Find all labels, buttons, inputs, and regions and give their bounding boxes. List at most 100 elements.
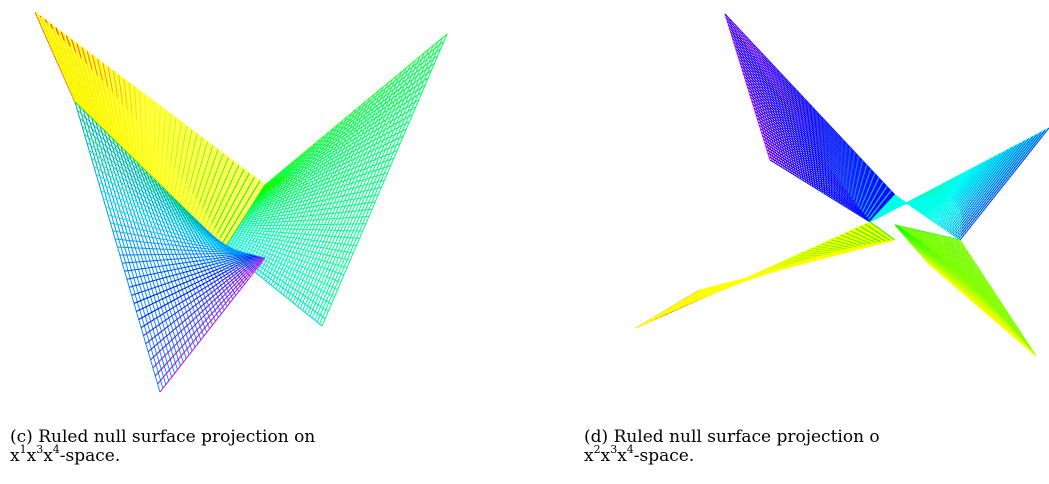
- caption-label: (c): [10, 427, 33, 447]
- ruling-line: [70, 91, 230, 242]
- caption-text: Ruled null surface projection o: [613, 427, 880, 447]
- ruling-line: [949, 142, 1021, 234]
- ruling-line: [243, 186, 382, 219]
- ruling-line: [764, 142, 874, 220]
- ruling-line: [314, 45, 434, 321]
- ruling-line: [57, 62, 243, 222]
- ruling-line: [236, 228, 360, 239]
- ruling-line: [58, 64, 242, 223]
- ruling-line: [943, 151, 1005, 230]
- surface-sheet-right: [869, 127, 1049, 241]
- ruling-line: [64, 79, 236, 233]
- ruling-line: [285, 90, 380, 297]
- ruling-line: [280, 97, 371, 294]
- ruling-line: [232, 234, 348, 269]
- ruling-line: [855, 228, 884, 244]
- ruling-line: [864, 223, 892, 242]
- ruling-line: [941, 153, 1001, 229]
- ruling-line: [216, 239, 260, 266]
- ruling-line: [940, 155, 997, 228]
- ruling-line: [894, 194, 961, 241]
- ruling-line: [850, 230, 879, 245]
- surface-sheet-upper: [724, 13, 896, 223]
- ruling-line: [294, 75, 398, 305]
- ruling-line: [864, 186, 888, 220]
- ruling-line: [763, 138, 874, 219]
- surface-sheet-lower-right: [894, 224, 1037, 357]
- ruling-line: [61, 72, 239, 229]
- ruling-line: [953, 136, 1034, 237]
- ruling-line: [867, 190, 892, 221]
- ruling-line: [319, 37, 443, 325]
- figure-caption-d: (d) Ruled null surface projection o x2x3…: [584, 428, 1049, 466]
- ruling-line: [56, 60, 244, 220]
- ruling-line: [244, 179, 385, 217]
- ruling-line: [947, 144, 1017, 233]
- ruling-line: [959, 239, 1037, 357]
- ruling-line: [290, 82, 389, 301]
- ruling-line: [68, 87, 232, 239]
- ruling-line: [275, 105, 362, 290]
- ruling-line: [145, 255, 259, 345]
- ruling-line: [840, 234, 871, 247]
- ruling-line: [958, 129, 1046, 240]
- caption-text: Ruled null surface projection on: [38, 427, 316, 447]
- ruling-line: [944, 149, 1009, 231]
- ruling-line: [200, 157, 229, 225]
- ruling-line: [73, 99, 227, 247]
- ruling-line: [239, 216, 369, 225]
- ruling-line: [229, 239, 338, 290]
- figure-caption-c: (c) Ruled null surface projection on x1x…: [10, 428, 460, 466]
- ruling-line: [869, 221, 896, 241]
- ruling-line: [55, 58, 245, 219]
- ruling-line: [859, 225, 888, 243]
- ruling-line: [207, 165, 240, 232]
- ruling-line: [862, 181, 884, 218]
- ruling-line: [217, 176, 255, 242]
- ruling-line: [952, 238, 1025, 347]
- ruling-line: [71, 95, 229, 245]
- ruling-line: [699, 239, 896, 291]
- ruling-line: [935, 161, 985, 224]
- caption-label: (d): [584, 427, 609, 447]
- ruling-line: [934, 164, 981, 223]
- ruling-line: [277, 101, 366, 292]
- ruling-line: [241, 201, 376, 222]
- ruling-line: [242, 194, 379, 221]
- ruling-line: [204, 161, 235, 229]
- ruling-line: [929, 264, 1037, 357]
- ruling-line: [228, 241, 335, 298]
- ruling-line: [316, 41, 439, 323]
- ruling-line: [955, 238, 1031, 352]
- ruling-line: [238, 223, 366, 227]
- ruling-line: [65, 81, 235, 235]
- ruling-line: [197, 153, 224, 222]
- ruled-surface-plot-d: [635, 13, 1049, 357]
- ruling-line: [235, 230, 357, 247]
- ruling-line: [938, 157, 993, 226]
- ruling-line: [237, 227, 363, 232]
- ruling-line: [954, 238, 1028, 349]
- ruling-line: [321, 33, 448, 327]
- ruling-line: [203, 227, 251, 277]
- ruling-line: [950, 237, 1022, 344]
- ruling-line: [959, 127, 1049, 241]
- ruling-line: [767, 152, 872, 222]
- ruling-line: [855, 168, 872, 214]
- ruling-line: [147, 256, 260, 353]
- ruling-line: [62, 75, 238, 230]
- ruling-line: [193, 149, 219, 219]
- ruling-line: [766, 149, 873, 221]
- ruling-line: [292, 79, 393, 303]
- ruling-line: [937, 159, 989, 225]
- ruling-line: [152, 256, 263, 369]
- ruling-line: [287, 86, 384, 299]
- space-label: x2x3x4-space.: [584, 443, 695, 466]
- ruling-line: [159, 257, 266, 393]
- ruling-line: [769, 159, 871, 223]
- ruling-line: [67, 85, 233, 237]
- ruling-line: [957, 239, 1034, 354]
- ruling-line: [157, 257, 265, 385]
- ruling-line: [302, 63, 412, 311]
- ruling-line: [60, 68, 240, 226]
